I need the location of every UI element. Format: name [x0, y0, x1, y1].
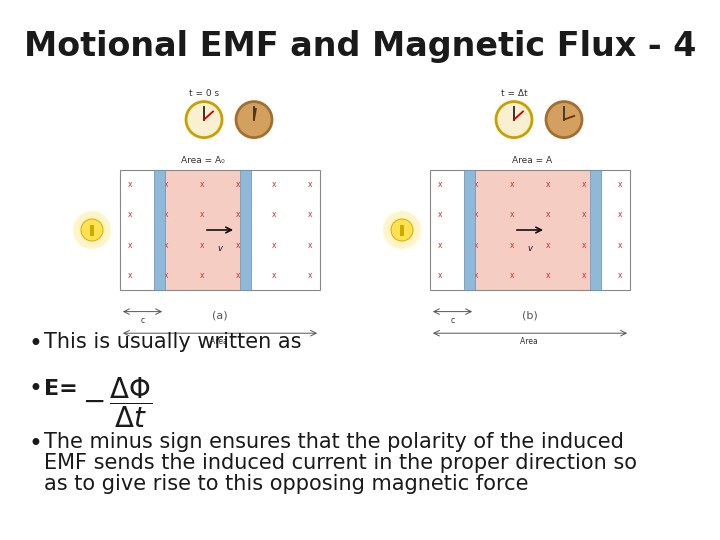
Text: x: x [307, 271, 312, 280]
Text: x: x [271, 241, 276, 249]
Text: •: • [28, 432, 42, 456]
Text: x: x [618, 241, 622, 249]
Text: x: x [546, 180, 550, 189]
Text: x: x [199, 210, 204, 219]
Text: E=: E= [44, 379, 78, 399]
Bar [156, 170, 240, 290]
Text: c: c [140, 315, 145, 325]
Text: x: x [307, 180, 312, 189]
Text: The minus sign ensures that the polarity of the induced: The minus sign ensures that the polarity… [44, 432, 624, 452]
Text: x: x [271, 210, 276, 219]
Text: x: x [199, 271, 204, 280]
Bar [240, 170, 251, 290]
Text: x: x [546, 271, 550, 280]
Bar [590, 170, 601, 290]
Text: t = 0 s: t = 0 s [189, 89, 219, 98]
Bar [154, 170, 165, 290]
Circle shape [546, 102, 582, 138]
Text: x: x [235, 180, 240, 189]
Text: x: x [307, 241, 312, 249]
Circle shape [383, 211, 421, 249]
Circle shape [236, 102, 272, 138]
Text: Area = A: Area = A [513, 156, 552, 165]
Circle shape [73, 211, 111, 249]
Text: x: x [582, 210, 586, 219]
Text: •: • [28, 332, 42, 356]
Text: Area = A₀: Area = A₀ [181, 156, 225, 165]
Text: x: x [199, 241, 204, 249]
Text: x: x [271, 180, 276, 189]
Circle shape [496, 102, 532, 138]
Circle shape [186, 102, 222, 138]
Text: v: v [217, 245, 222, 253]
Text: x: x [127, 210, 132, 219]
Text: x: x [510, 241, 514, 249]
Text: x: x [199, 180, 204, 189]
Bar [400, 225, 404, 236]
Text: x: x [163, 210, 168, 219]
Text: EMF sends the induced current in the proper direction so: EMF sends the induced current in the pro… [44, 453, 637, 473]
Text: x: x [582, 241, 586, 249]
Text: x: x [582, 180, 586, 189]
Text: x: x [163, 241, 168, 249]
Text: x: x [163, 271, 168, 280]
Text: x: x [510, 271, 514, 280]
Text: c: c [451, 315, 454, 325]
Text: as to give rise to this opposing magnetic force: as to give rise to this opposing magneti… [44, 474, 528, 494]
Circle shape [81, 219, 103, 241]
Text: x: x [127, 241, 132, 249]
Text: x: x [271, 271, 276, 280]
Text: x: x [438, 271, 442, 280]
Text: Motional EMF and Magnetic Flux - 4: Motional EMF and Magnetic Flux - 4 [24, 30, 696, 63]
Text: v: v [528, 245, 533, 253]
Bar [466, 170, 590, 290]
Text: x: x [546, 241, 550, 249]
Bar [464, 170, 475, 290]
Text: This is usually written as: This is usually written as [44, 332, 302, 352]
Text: •: • [28, 377, 42, 401]
Text: x: x [163, 180, 168, 189]
Text: t = Δt: t = Δt [500, 89, 527, 98]
Text: (a): (a) [212, 310, 228, 320]
Text: (b): (b) [522, 310, 538, 320]
Text: Area: Area [210, 337, 230, 346]
Text: x: x [618, 271, 622, 280]
Text: x: x [546, 210, 550, 219]
Text: x: x [510, 210, 514, 219]
Text: $-\,\dfrac{\Delta\Phi}{\Delta t}$: $-\,\dfrac{\Delta\Phi}{\Delta t}$ [82, 375, 153, 430]
Text: x: x [127, 271, 132, 280]
Bar [120, 170, 320, 290]
Text: x: x [307, 210, 312, 219]
Text: x: x [474, 180, 478, 189]
Text: x: x [474, 271, 478, 280]
Text: x: x [618, 210, 622, 219]
Text: x: x [474, 210, 478, 219]
Text: x: x [438, 180, 442, 189]
Text: x: x [474, 241, 478, 249]
Text: x: x [582, 271, 586, 280]
Circle shape [391, 219, 413, 241]
Text: x: x [235, 271, 240, 280]
Text: x: x [438, 241, 442, 249]
Text: x: x [438, 210, 442, 219]
Text: Area: Area [520, 337, 540, 346]
Text: x: x [618, 180, 622, 189]
Text: x: x [235, 210, 240, 219]
Text: x: x [510, 180, 514, 189]
Text: x: x [235, 241, 240, 249]
Text: x: x [127, 180, 132, 189]
Bar [430, 170, 630, 290]
Bar [90, 225, 94, 236]
